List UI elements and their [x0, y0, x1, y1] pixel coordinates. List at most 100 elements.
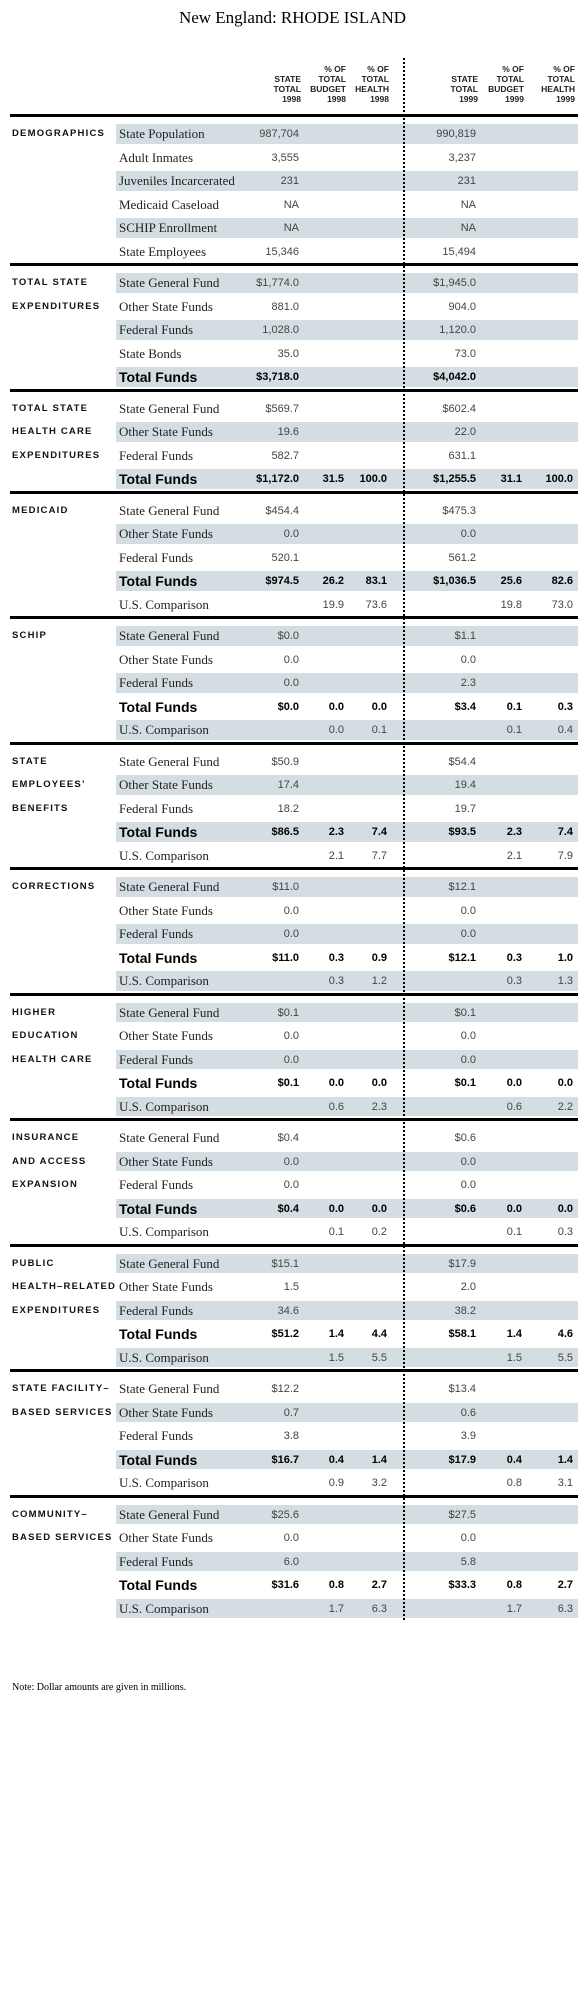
section-rule — [10, 1494, 578, 1498]
cell: 0.3 — [328, 975, 344, 987]
cell: 4.4 — [371, 1328, 387, 1340]
row-band — [116, 1504, 578, 1524]
row-label: Total Funds — [119, 824, 198, 840]
row-band — [116, 626, 578, 646]
cell: 0.0 — [460, 1179, 476, 1191]
cell: 0.1 — [371, 724, 387, 736]
row-label: Other State Funds — [119, 1279, 213, 1294]
column-header: % OF — [502, 64, 524, 74]
row-label: Total Funds — [119, 369, 198, 385]
cell: NA — [283, 222, 299, 234]
cell: 2.1 — [328, 849, 344, 862]
row-band — [116, 367, 578, 387]
cell: 2.3 — [506, 826, 522, 838]
row-label: State General Fund — [119, 1255, 220, 1271]
cell: 2.3 — [371, 1100, 387, 1113]
cell: 0.0 — [460, 1155, 476, 1168]
footnote: Note: Dollar amounts are given in millio… — [12, 1682, 187, 1693]
cell: 0.0 — [328, 1077, 344, 1089]
cell: 31.1 — [500, 473, 522, 485]
row-label: Other State Funds — [119, 902, 213, 918]
cell: 0.7 — [283, 1406, 299, 1419]
cell: 0.0 — [557, 1202, 573, 1215]
row-band — [116, 571, 578, 591]
cell: $475.3 — [442, 504, 476, 517]
row-label: State General Fund — [119, 275, 220, 290]
row-band — [116, 124, 578, 144]
cell: 0.0 — [283, 528, 299, 540]
row-label: State Bonds — [119, 345, 182, 361]
row-band — [116, 320, 578, 340]
cell: 1.4 — [328, 1328, 344, 1340]
cell: 0.0 — [283, 1053, 299, 1066]
cell: 904.0 — [448, 300, 476, 313]
cell: 0.6 — [328, 1100, 344, 1113]
cell: 0.3 — [328, 951, 344, 964]
cell: 35.0 — [277, 347, 299, 360]
cell: $0.1 — [277, 1077, 299, 1089]
cell: $0.1 — [277, 1006, 299, 1019]
cell: 0.0 — [283, 653, 299, 666]
row-label: U.S. Comparison — [119, 1098, 209, 1114]
section-label: EXPANSION — [12, 1179, 79, 1190]
cell: 561.2 — [448, 551, 476, 564]
cell: $0.1 — [454, 1077, 476, 1089]
section-label: PUBLIC — [12, 1257, 55, 1269]
section-label: AND ACCESS — [12, 1155, 87, 1167]
cell: 5.5 — [557, 1351, 573, 1364]
cell: 7.9 — [557, 849, 573, 862]
section-rule — [10, 1243, 578, 1247]
cell: 3.8 — [283, 1430, 299, 1442]
cell: 7.4 — [557, 826, 573, 838]
section-label: EXPENDITURES — [12, 449, 101, 461]
section-label: HIGHER — [12, 1006, 57, 1018]
cell: $12.2 — [271, 1383, 299, 1395]
cell: 26.2 — [322, 575, 344, 587]
row-label: U.S. Comparison — [119, 1600, 209, 1616]
cell: 0.3 — [557, 1226, 573, 1238]
row-band — [116, 273, 578, 293]
cell: 19.4 — [454, 779, 476, 791]
row-label: SCHIP Enrollment — [119, 220, 218, 235]
cell: 7.7 — [371, 849, 387, 862]
cell: 0.0 — [460, 653, 476, 666]
cell: $86.5 — [271, 826, 299, 838]
row-band — [116, 1551, 578, 1571]
row-label: State General Fund — [119, 1506, 220, 1522]
cell: $17.9 — [448, 1257, 476, 1270]
cell: 0.0 — [283, 904, 299, 917]
row-label: State General Fund — [119, 1381, 220, 1396]
column-header: BUDGET — [310, 84, 346, 94]
row-label: Federal Funds — [119, 549, 194, 565]
row-label: Total Funds — [119, 1326, 198, 1342]
column-header: TOTAL — [361, 74, 389, 84]
cell: 2.1 — [506, 849, 522, 862]
column-header: HEALTH — [541, 84, 575, 94]
column-header: % OF — [324, 64, 346, 74]
cell: 0.6 — [506, 1100, 522, 1113]
cell: $54.4 — [448, 755, 476, 768]
cell: $3.4 — [454, 700, 476, 713]
cell: 1.0 — [557, 951, 573, 964]
row-label: Other State Funds — [119, 651, 213, 667]
cell: $13.4 — [448, 1383, 476, 1395]
cell: 2.2 — [557, 1100, 573, 1113]
section-rule — [10, 114, 578, 117]
cell: 38.2 — [454, 1304, 476, 1317]
cell: 0.4 — [328, 1453, 344, 1466]
row-band — [116, 1002, 578, 1022]
row-band — [116, 1049, 578, 1069]
cell: 1.5 — [283, 1281, 299, 1293]
row-band — [116, 822, 578, 842]
cell: 0.2 — [371, 1226, 387, 1238]
section-label: TOTAL STATE — [12, 402, 89, 414]
cell: 0.0 — [328, 700, 344, 713]
cell: 0.0 — [506, 1077, 522, 1089]
cell: 0.1 — [506, 724, 522, 736]
row-band — [116, 1347, 578, 1367]
row-label: Total Funds — [119, 1075, 198, 1091]
row-label: Federal Funds — [119, 1051, 194, 1067]
section-label: INSURANCE — [12, 1132, 80, 1143]
section-rule — [10, 741, 578, 745]
cell: 0.0 — [506, 1202, 522, 1215]
